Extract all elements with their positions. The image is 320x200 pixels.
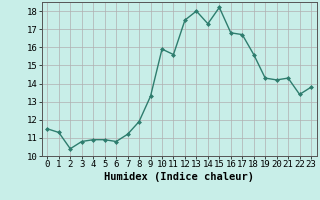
X-axis label: Humidex (Indice chaleur): Humidex (Indice chaleur) [104, 172, 254, 182]
